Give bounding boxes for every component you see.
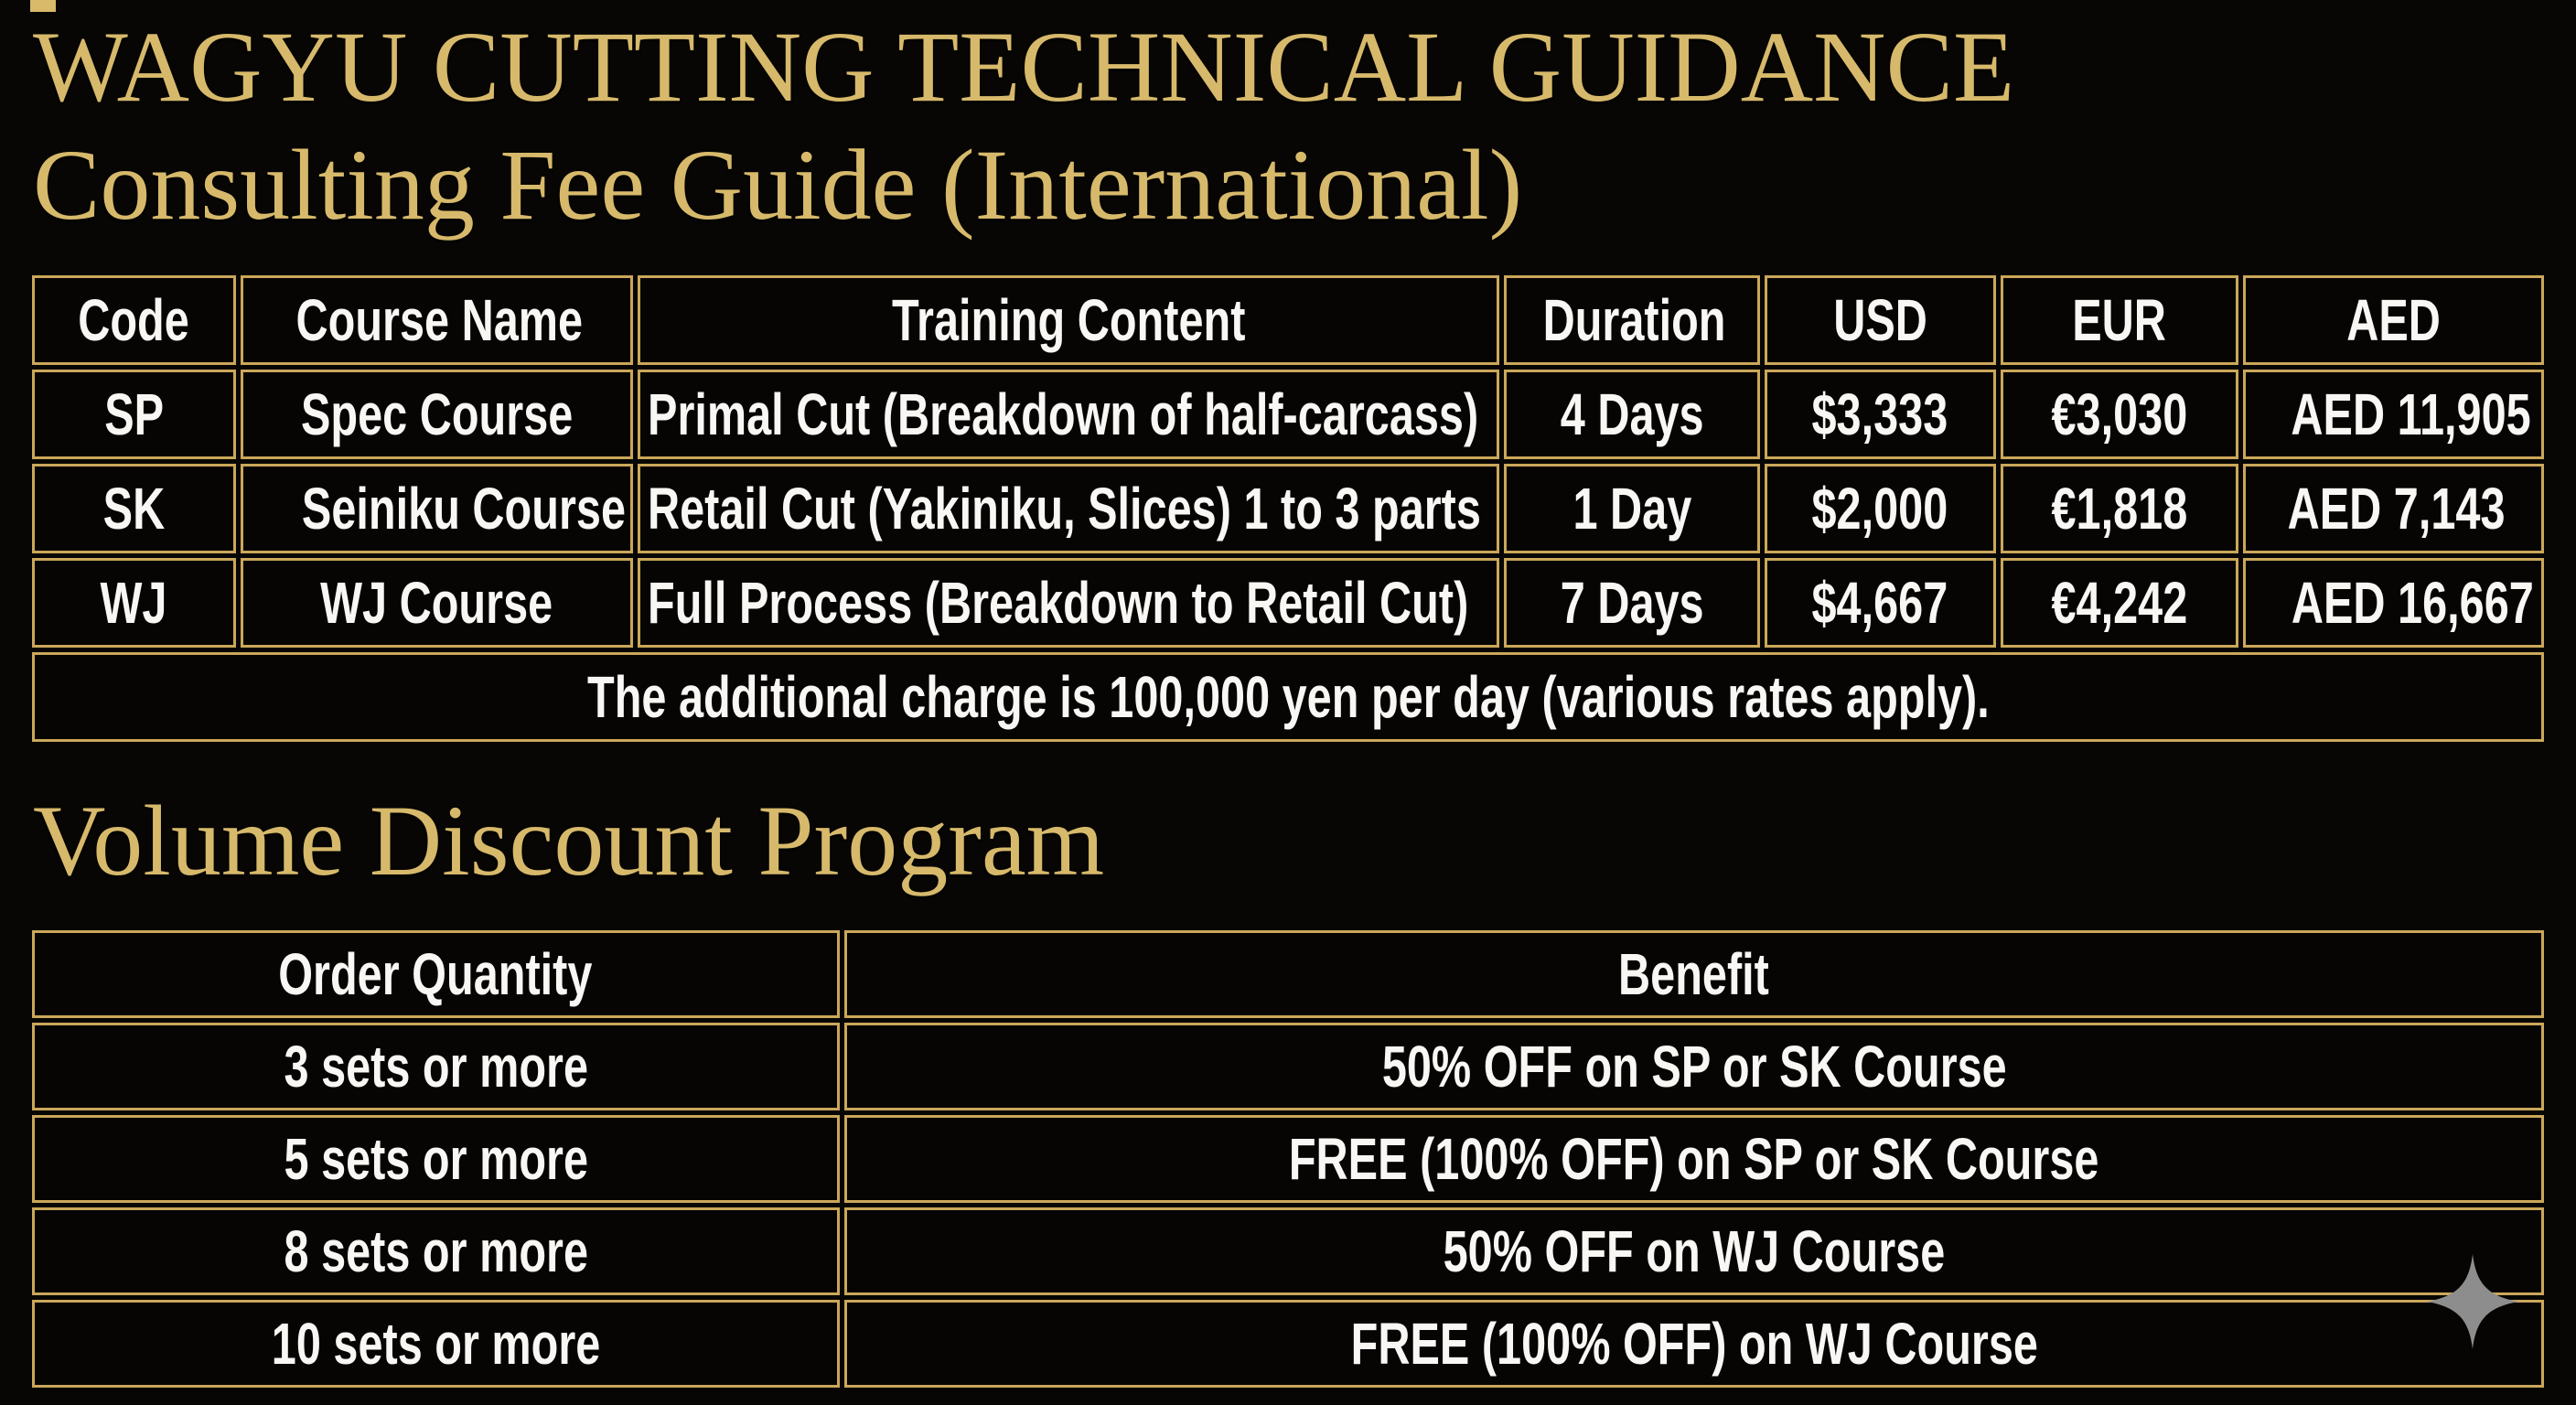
column-header-training-content: Training Content xyxy=(637,274,1500,365)
cell-duration: 4 Days xyxy=(1504,369,1761,459)
cell-training-content: Retail Cut (Yakiniku, Slices) 1 to 3 par… xyxy=(637,463,1500,553)
cell-duration: 1 Day xyxy=(1504,463,1761,553)
column-header-order-quantity: Order Quantity xyxy=(32,930,840,1019)
table-row-10-sets: 10 sets or more FREE (100% OFF) on WJ Co… xyxy=(32,1300,2544,1389)
column-header-duration: Duration xyxy=(1504,274,1761,365)
table-row-sp: SP Spec Course Primal Cut (Breakdown of … xyxy=(32,369,2544,459)
column-header-course-name: Course Name xyxy=(240,274,633,365)
fee-table: Code Course Name Training Content Durati… xyxy=(27,271,2549,746)
cell-order-quantity: 10 sets or more xyxy=(32,1300,840,1389)
cell-code: SP xyxy=(32,369,236,459)
column-header-benefit: Benefit xyxy=(843,930,2544,1019)
table-row-wj: WJ WJ Course Full Process (Breakdown to … xyxy=(32,557,2544,648)
cell-benefit: 50% OFF on SP or SK Course xyxy=(843,1023,2544,1111)
cell-course-name: Seiniku Course xyxy=(240,463,633,553)
cell-duration: 7 Days xyxy=(1504,557,1761,648)
cell-order-quantity: 8 sets or more xyxy=(32,1207,840,1296)
cell-training-content: Primal Cut (Breakdown of half-carcass) xyxy=(637,369,1500,459)
cell-code: SK xyxy=(32,463,236,553)
column-header-code: Code xyxy=(32,274,236,365)
cell-usd: $3,333 xyxy=(1765,369,1996,459)
cell-training-content: Full Process (Breakdown to Retail Cut) xyxy=(637,557,1500,648)
cell-course-name: WJ Course xyxy=(240,557,633,648)
cell-aed: AED 16,667 xyxy=(2243,557,2544,648)
cell-eur: €4,242 xyxy=(2000,557,2239,648)
cell-usd: $4,667 xyxy=(1765,557,1996,648)
cell-eur: €3,030 xyxy=(2000,369,2239,459)
fee-table-footer-row: The additional charge is 100,000 yen per… xyxy=(32,651,2544,742)
cell-order-quantity: 5 sets or more xyxy=(32,1115,840,1204)
cell-usd: $2,000 xyxy=(1765,463,1996,553)
cell-benefit: FREE (100% OFF) on SP or SK Course xyxy=(843,1115,2544,1204)
section-title-volume-discount: Volume Discount Program xyxy=(33,784,1105,896)
column-header-eur: EUR xyxy=(2000,274,2239,365)
table-row-sk: SK Seiniku Course Retail Cut (Yakiniku, … xyxy=(32,463,2544,553)
fee-table-header-row: Code Course Name Training Content Durati… xyxy=(32,274,2544,365)
table-row-3-sets: 3 sets or more 50% OFF on SP or SK Cours… xyxy=(32,1023,2544,1111)
discount-table-header-row: Order Quantity Benefit xyxy=(32,930,2544,1019)
table-row-5-sets: 5 sets or more FREE (100% OFF) on SP or … xyxy=(32,1115,2544,1204)
cell-course-name: Spec Course xyxy=(240,369,633,459)
page-subtitle: Consulting Fee Guide (International) xyxy=(33,128,1523,241)
column-header-aed: AED xyxy=(2243,274,2544,365)
cell-eur: €1,818 xyxy=(2000,463,2239,553)
cell-benefit: FREE (100% OFF) on WJ Course xyxy=(843,1300,2544,1389)
cell-benefit: 50% OFF on WJ Course xyxy=(843,1207,2544,1296)
cell-order-quantity: 3 sets or more xyxy=(32,1023,840,1111)
discount-table: Order Quantity Benefit 3 sets or more 50… xyxy=(27,926,2549,1392)
page-title: WAGYU CUTTING TECHNICAL GUIDANCE xyxy=(33,11,2015,123)
cell-aed: AED 7,143 xyxy=(2243,463,2544,553)
corner-decoration xyxy=(30,0,56,12)
cell-aed: AED 11,905 xyxy=(2243,369,2544,459)
sparkle-icon xyxy=(2427,1254,2518,1354)
footer-note: The additional charge is 100,000 yen per… xyxy=(32,651,2544,742)
table-row-8-sets: 8 sets or more 50% OFF on WJ Course xyxy=(32,1207,2544,1296)
column-header-usd: USD xyxy=(1765,274,1996,365)
cell-code: WJ xyxy=(32,557,236,648)
